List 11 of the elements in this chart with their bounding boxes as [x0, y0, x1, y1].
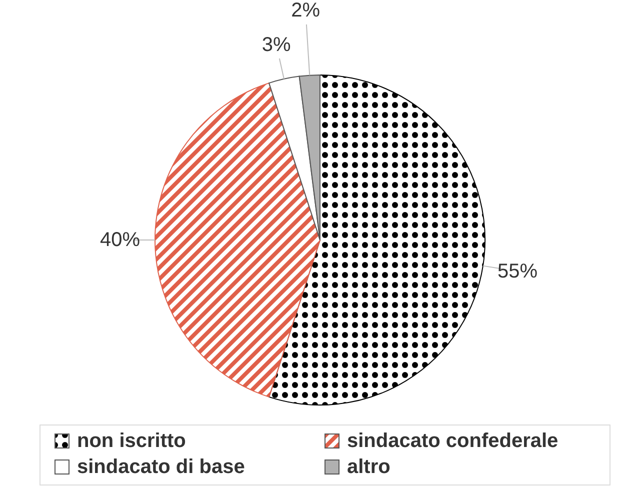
- legend-label: sindacato di base: [77, 456, 245, 478]
- pie-slice: [268, 74, 486, 406]
- legend-label: altro: [347, 456, 390, 478]
- data-label: 55%: [498, 260, 538, 282]
- data-label: 2%: [291, 0, 320, 22]
- legend-label: sindacato confederale: [347, 430, 558, 452]
- data-label: 3%: [262, 34, 292, 56]
- pie-slice: [154, 82, 320, 398]
- data-label: 40%: [100, 229, 140, 251]
- pie-slice: [268, 76, 320, 240]
- legend-label: non iscritto: [77, 430, 186, 452]
